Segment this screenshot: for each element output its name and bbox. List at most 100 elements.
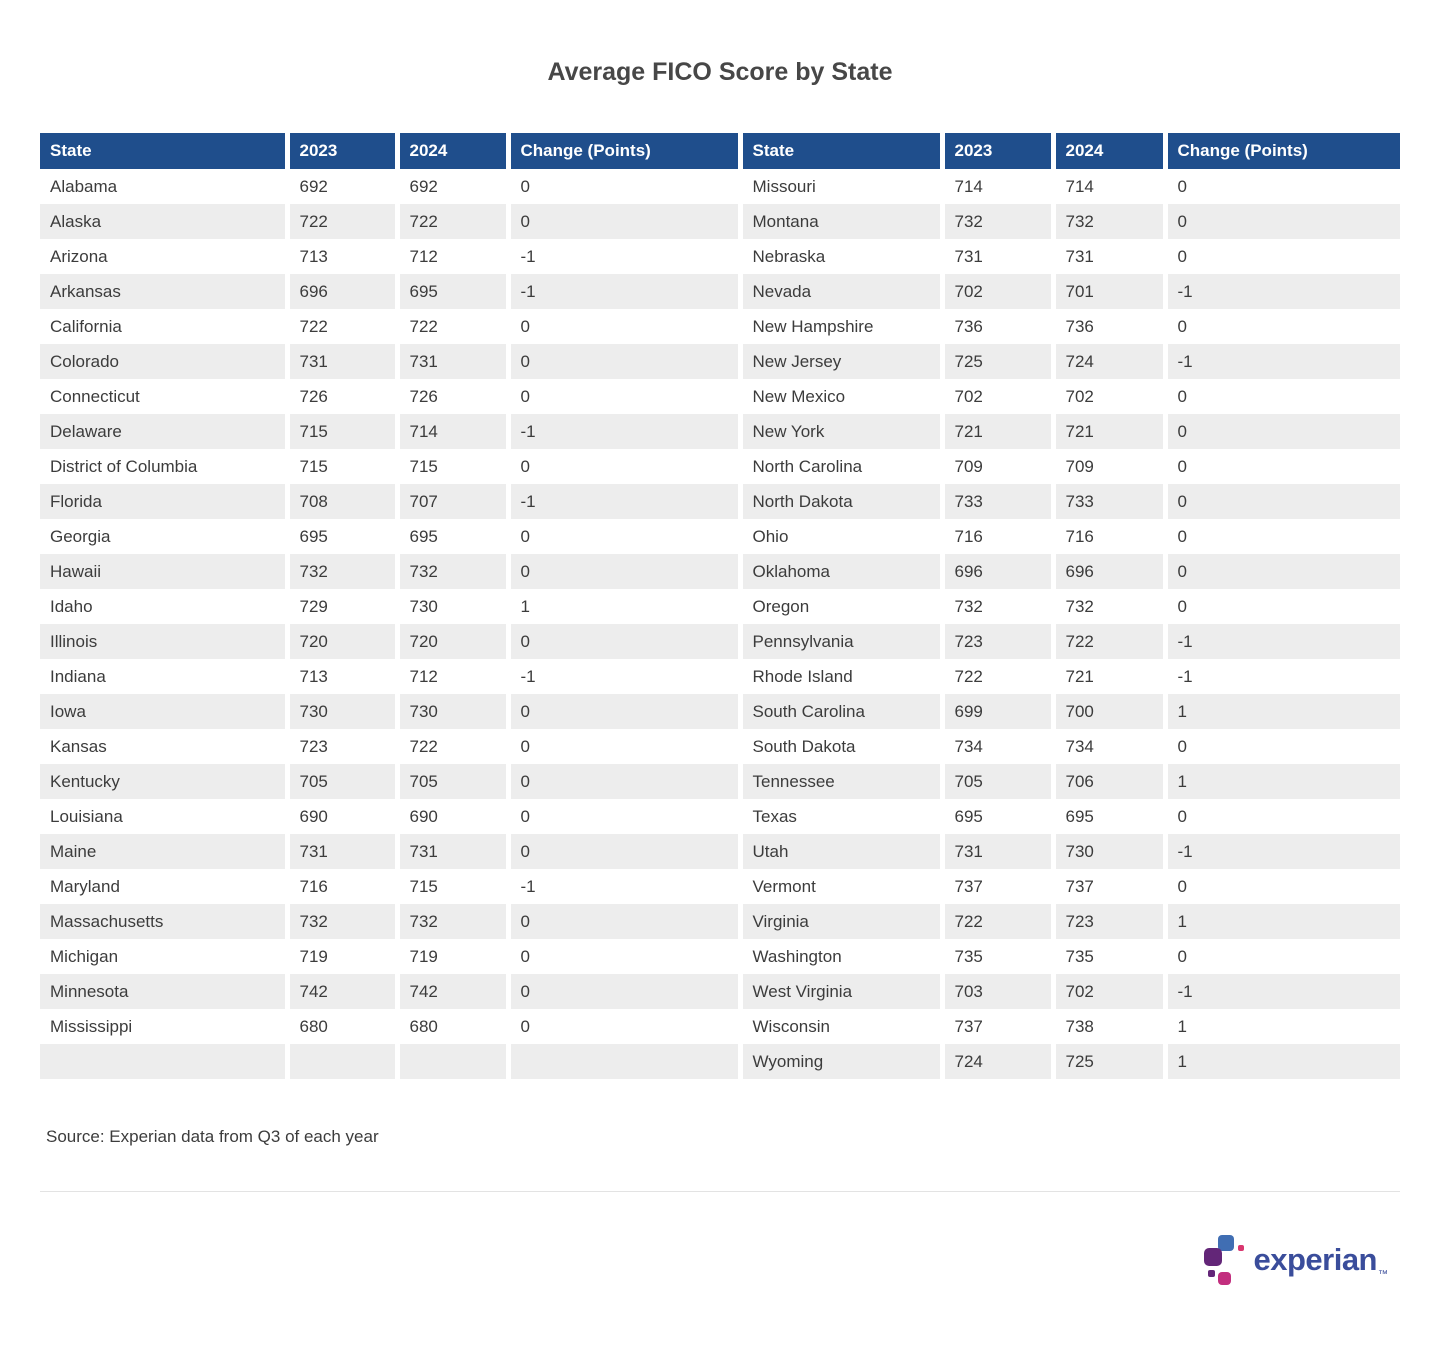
- score-cell: 715: [284, 449, 397, 484]
- change-cell: 0: [505, 939, 740, 974]
- score-cell: 700: [1050, 694, 1165, 729]
- table-row: Arkansas 696 695 -1 Nevada 702 701 -1: [40, 274, 1400, 309]
- score-cell: 722: [939, 904, 1053, 939]
- change-cell: 0: [505, 379, 740, 414]
- experian-wordmark: experian: [1253, 1242, 1377, 1277]
- score-cell: 716: [939, 519, 1053, 554]
- score-cell: 692: [284, 169, 397, 204]
- score-cell: 705: [394, 764, 508, 799]
- state-cell: North Dakota: [737, 484, 942, 519]
- table-row: Kansas 723 722 0 South Dakota 734 734 0: [40, 729, 1400, 764]
- state-cell: Vermont: [737, 869, 942, 904]
- change-cell: 0: [1162, 729, 1400, 764]
- page-title: Average FICO Score by State: [547, 58, 893, 86]
- table-row: California 722 722 0 New Hampshire 736 736 0: [40, 309, 1400, 344]
- change-cell: 1: [1162, 1044, 1400, 1079]
- trademark-symbol: ™: [1378, 1269, 1388, 1280]
- state-cell: New Jersey: [737, 344, 942, 379]
- state-cell: North Carolina: [737, 449, 942, 484]
- score-cell: 722: [939, 659, 1053, 694]
- score-cell: 725: [1050, 1044, 1165, 1079]
- header-row: State 2023 2024 Change (Points) State 20…: [40, 133, 1400, 169]
- change-cell: 0: [1162, 554, 1400, 589]
- score-cell: 695: [284, 519, 397, 554]
- table-row: Maine 731 731 0 Utah 731 730 -1: [40, 834, 1400, 869]
- table-row: Arizona 713 712 -1 Nebraska 731 731 0: [40, 239, 1400, 274]
- source-note: Source: Experian data from Q3 of each ye…: [46, 1127, 379, 1146]
- column-header-state-left: State: [40, 133, 287, 169]
- score-cell: 738: [1050, 1009, 1165, 1044]
- score-cell: 732: [939, 589, 1053, 624]
- state-cell: Washington: [737, 939, 942, 974]
- state-cell: Virginia: [737, 904, 942, 939]
- table-row: Wyoming 724 725 1: [40, 1044, 1400, 1079]
- score-cell: 730: [394, 589, 508, 624]
- change-cell: 0: [505, 974, 740, 1009]
- fico-score-table: State 2023 2024 Change (Points) State 20…: [40, 133, 1400, 1079]
- score-cell: 680: [284, 1009, 397, 1044]
- state-cell: New Hampshire: [737, 309, 942, 344]
- logo-purple-dot-icon: [1208, 1270, 1216, 1277]
- score-cell: 734: [939, 729, 1053, 764]
- score-cell: 714: [939, 169, 1053, 204]
- change-cell: 1: [1162, 764, 1400, 799]
- score-cell: 730: [394, 694, 508, 729]
- change-cell: -1: [505, 869, 740, 904]
- score-cell: 715: [394, 869, 508, 904]
- score-cell: 720: [284, 624, 397, 659]
- change-cell: 0: [1162, 169, 1400, 204]
- change-cell: 0: [505, 834, 740, 869]
- score-cell: 722: [394, 309, 508, 344]
- table-row: Iowa 730 730 0 South Carolina 699 700 1: [40, 694, 1400, 729]
- score-cell: 724: [1050, 344, 1165, 379]
- score-cell: 715: [394, 449, 508, 484]
- change-cell: 0: [505, 554, 740, 589]
- score-cell: 709: [939, 449, 1053, 484]
- change-cell: 0: [1162, 869, 1400, 904]
- state-cell: Arizona: [40, 239, 287, 274]
- state-cell: Arkansas: [40, 274, 287, 309]
- change-cell: 0: [505, 799, 740, 834]
- score-cell: [394, 1044, 508, 1079]
- change-cell: 0: [505, 694, 740, 729]
- score-cell: 705: [939, 764, 1053, 799]
- table-row: District of Columbia 715 715 0 North Carolin…: [40, 449, 1400, 484]
- change-cell: -1: [1162, 659, 1400, 694]
- change-cell: 0: [505, 449, 740, 484]
- change-cell: -1: [505, 239, 740, 274]
- state-cell: Illinois: [40, 624, 287, 659]
- score-cell: 714: [1050, 169, 1165, 204]
- state-cell: Maine: [40, 834, 287, 869]
- column-header-2024-left: 2024: [394, 133, 508, 169]
- score-cell: 732: [939, 204, 1053, 239]
- column-header-change-left: Change (Points): [505, 133, 740, 169]
- score-cell: 722: [394, 729, 508, 764]
- change-cell: 0: [505, 204, 740, 239]
- score-cell: 696: [284, 274, 397, 309]
- score-cell: 729: [284, 589, 397, 624]
- score-cell: 692: [394, 169, 508, 204]
- score-cell: 737: [939, 1009, 1053, 1044]
- experian-logo-mark-icon: [1201, 1232, 1249, 1288]
- change-cell: 1: [1162, 1009, 1400, 1044]
- score-cell: 737: [939, 869, 1053, 904]
- change-cell: -1: [1162, 834, 1400, 869]
- score-cell: 703: [939, 974, 1053, 1009]
- state-cell: Nebraska: [737, 239, 942, 274]
- score-cell: 709: [1050, 449, 1165, 484]
- state-cell: Wyoming: [737, 1044, 942, 1079]
- table-row: Idaho 729 730 1 Oregon 732 732 0: [40, 589, 1400, 624]
- score-cell: 730: [284, 694, 397, 729]
- state-cell: New Mexico: [737, 379, 942, 414]
- change-cell: -1: [505, 484, 740, 519]
- state-cell: Alabama: [40, 169, 287, 204]
- score-cell: 731: [284, 344, 397, 379]
- table-row: Mississippi 680 680 0 Wisconsin 737 738 1: [40, 1009, 1400, 1044]
- state-cell: Rhode Island: [737, 659, 942, 694]
- change-cell: 0: [1162, 239, 1400, 274]
- state-cell: South Dakota: [737, 729, 942, 764]
- score-cell: 733: [939, 484, 1053, 519]
- table-row: Indiana 713 712 -1 Rhode Island 722 721 -1: [40, 659, 1400, 694]
- score-cell: 721: [1050, 659, 1165, 694]
- state-cell: Nevada: [737, 274, 942, 309]
